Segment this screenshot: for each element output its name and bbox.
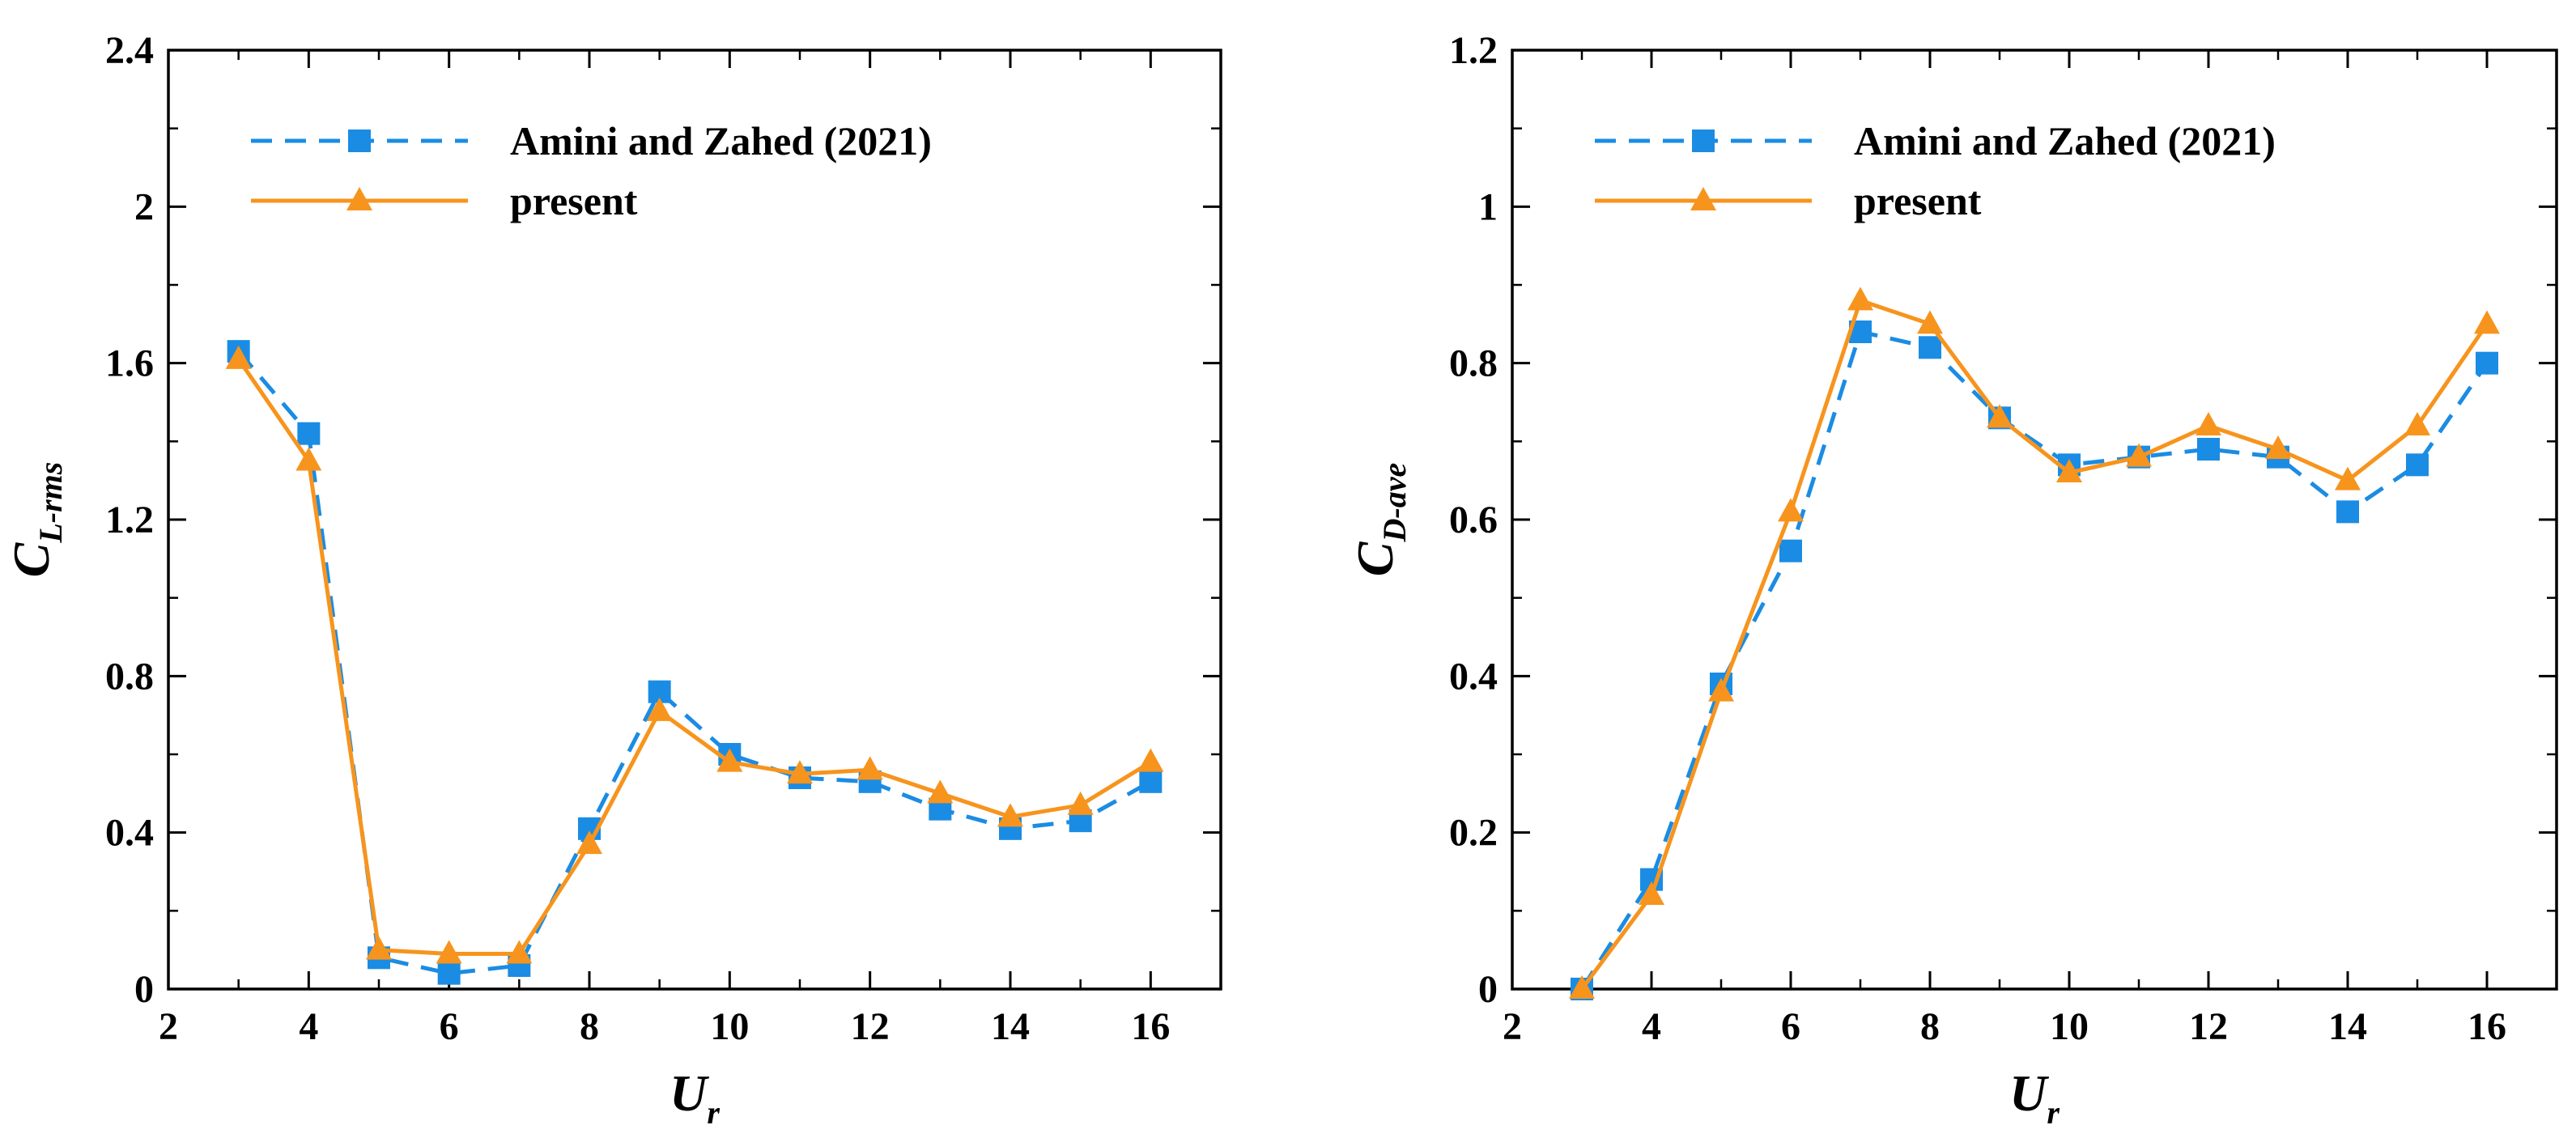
data-point-triangle bbox=[1569, 975, 1595, 999]
y-tick-label: 1.2 bbox=[105, 499, 154, 541]
legend-marker-triangle bbox=[1690, 187, 1716, 210]
data-point-square bbox=[1919, 336, 1941, 359]
y-tick-label: 1.6 bbox=[105, 342, 154, 385]
data-point-triangle bbox=[225, 345, 252, 369]
x-tick-label: 8 bbox=[580, 1005, 599, 1048]
y-axis-title-sub: D-ave bbox=[1376, 463, 1413, 543]
data-point-triangle bbox=[857, 756, 883, 780]
data-point-square bbox=[1139, 770, 1163, 793]
legend-marker-triangle bbox=[346, 187, 372, 210]
y-tick-label: 2 bbox=[134, 185, 154, 228]
data-point-triangle bbox=[2474, 310, 2500, 334]
data-point-square bbox=[2406, 453, 2429, 477]
series-present bbox=[225, 345, 1164, 964]
series-amini-zahed bbox=[227, 340, 1163, 985]
legend-label: Amini and Zahed (2021) bbox=[510, 118, 932, 163]
legend-label: present bbox=[510, 178, 638, 223]
x-tick-label: 2 bbox=[159, 1005, 178, 1048]
data-point-triangle bbox=[787, 760, 813, 784]
data-point-triangle bbox=[2404, 412, 2430, 435]
legend-label: Amini and Zahed (2021) bbox=[1854, 118, 2276, 163]
data-point-square bbox=[2476, 351, 2498, 375]
x-tick-label: 10 bbox=[2050, 1005, 2089, 1048]
data-point-square bbox=[437, 962, 461, 985]
x-tick-label: 14 bbox=[2328, 1005, 2367, 1048]
legend-marker-square bbox=[1692, 129, 1715, 152]
series-line bbox=[236, 350, 1152, 976]
x-tick-label: 2 bbox=[1503, 1005, 1522, 1048]
y-tick-label: 0.8 bbox=[105, 655, 154, 698]
y-tick-label: 0 bbox=[134, 968, 154, 1011]
y-tick-label: 1.2 bbox=[1449, 29, 1498, 72]
data-point-triangle bbox=[1639, 881, 1664, 905]
y-tick-label: 0.4 bbox=[105, 812, 154, 855]
chart-panel-left: 2 4 6 8 10 12 14 16 0 0.4 0.8 1.2 1.6 2 2.4 Ur CL-rms Ami… bbox=[2, 29, 1222, 1131]
y-axis-title-sub: L-rms bbox=[32, 462, 69, 544]
x-tick-label: 4 bbox=[1642, 1005, 1661, 1048]
data-point-triangle bbox=[366, 936, 392, 960]
data-point-triangle bbox=[295, 447, 322, 471]
y-tick-label: 2.4 bbox=[105, 29, 154, 72]
series-present bbox=[1569, 287, 2500, 999]
x-tick-label: 14 bbox=[991, 1005, 1030, 1048]
data-point-triangle bbox=[1708, 677, 1734, 702]
x-tick-label: 12 bbox=[2189, 1005, 2228, 1048]
data-point-triangle bbox=[997, 803, 1023, 827]
data-point-triangle bbox=[2265, 435, 2291, 459]
data-point-square bbox=[2336, 500, 2359, 524]
legend: Amini and Zahed (2021) present bbox=[1595, 118, 2276, 223]
data-point-triangle bbox=[646, 697, 673, 721]
x-axis-title-sub: r bbox=[707, 1094, 720, 1131]
data-point-triangle bbox=[436, 940, 462, 964]
data-point-square bbox=[297, 422, 321, 445]
x-tick-label: 6 bbox=[1781, 1005, 1800, 1048]
y-axis-title: CL-rms bbox=[2, 462, 69, 578]
data-point-triangle bbox=[2335, 466, 2361, 490]
y-axis-title: CD-ave bbox=[1346, 463, 1413, 576]
data-point-triangle bbox=[2196, 412, 2221, 435]
x-tick-label: 10 bbox=[710, 1005, 749, 1048]
x-axis-title: Ur bbox=[2009, 1064, 2060, 1131]
y-tick-label: 1 bbox=[1478, 185, 1498, 228]
data-point-triangle bbox=[1778, 498, 1804, 522]
x-tick-label: 12 bbox=[851, 1005, 890, 1048]
y-tick-label: 0.4 bbox=[1449, 655, 1498, 698]
legend-label: present bbox=[1854, 178, 1982, 223]
series-line bbox=[236, 358, 1152, 956]
x-tick-label: 16 bbox=[2468, 1005, 2506, 1048]
data-point-triangle bbox=[2056, 459, 2082, 482]
plot-frame bbox=[167, 49, 1222, 991]
data-point-triangle bbox=[927, 779, 954, 804]
data-point-triangle bbox=[576, 830, 602, 855]
chart-panel-right: 2 4 6 8 10 12 14 16 0 0.2 0.4 0.6 0.8 1 1.2 Ur CD-ave Ami… bbox=[1346, 29, 2558, 1131]
x-axis-title-sub: r bbox=[2047, 1094, 2060, 1131]
data-point-triangle bbox=[2126, 443, 2152, 467]
legend-marker-square bbox=[348, 129, 371, 152]
x-axis-title: Ur bbox=[670, 1064, 720, 1131]
series-line bbox=[1579, 329, 2489, 991]
data-point-square bbox=[2197, 438, 2220, 461]
y-tick-label: 0.2 bbox=[1449, 812, 1498, 855]
data-point-triangle bbox=[716, 748, 743, 772]
series-line bbox=[1579, 298, 2489, 991]
legend: Amini and Zahed (2021) present bbox=[251, 118, 932, 223]
y-tick-label: 0.8 bbox=[1449, 342, 1498, 385]
data-point-triangle bbox=[1067, 791, 1094, 815]
y-tick-label: 0 bbox=[1478, 968, 1498, 1011]
data-point-triangle bbox=[1987, 404, 2013, 428]
x-tick-label: 8 bbox=[1920, 1005, 1940, 1048]
data-point-triangle bbox=[1917, 310, 1943, 334]
x-tick-label: 6 bbox=[440, 1005, 459, 1048]
x-tick-label: 4 bbox=[299, 1005, 318, 1048]
data-point-triangle bbox=[1847, 287, 1873, 311]
data-point-triangle bbox=[506, 940, 533, 964]
data-point-triangle bbox=[1137, 748, 1164, 772]
x-tick-label: 16 bbox=[1131, 1005, 1170, 1048]
y-tick-label: 0.6 bbox=[1449, 499, 1498, 541]
series-amini-zahed bbox=[1571, 321, 2498, 1000]
data-point-square bbox=[1779, 539, 1802, 563]
